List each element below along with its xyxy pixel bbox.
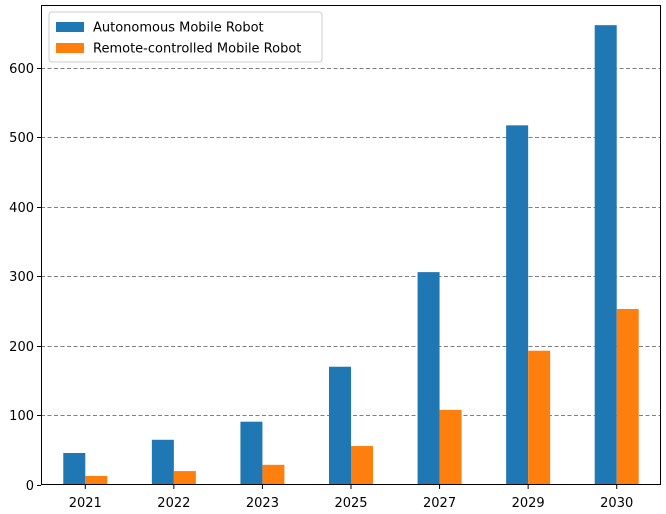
legend-box: [48, 11, 323, 63]
y-tick-label: 100: [9, 409, 34, 424]
legend-swatch: [56, 43, 84, 53]
x-tick-label: 2030: [600, 496, 633, 511]
bar: [594, 25, 617, 485]
bar: [151, 439, 174, 485]
x-tick-label: 2025: [334, 496, 367, 511]
bar: [351, 446, 373, 485]
bar: [262, 464, 285, 485]
legend-swatch: [56, 22, 84, 32]
axes: 2021 2022 2023 2025 2027 2029 2030 0 100 200 300 40…: [9, 5, 661, 511]
bar: [173, 471, 196, 485]
legend: Autonomous Mobile Robot Remote-controlled…: [48, 11, 323, 63]
bar: [329, 366, 351, 485]
x-tick-label: 2021: [69, 496, 102, 511]
bar: [240, 421, 263, 485]
x-tick-label: 2023: [246, 496, 279, 511]
grid-lines: [41, 68, 661, 416]
y-tick-label: 500: [9, 131, 34, 146]
y-tick-label: 400: [9, 201, 34, 216]
x-tick-label: 2029: [512, 496, 545, 511]
y-tick-label: 200: [9, 340, 34, 355]
y-tick-label: 600: [9, 62, 34, 77]
bar: [528, 350, 551, 485]
bar: [506, 125, 529, 485]
y-tick-label: 300: [9, 270, 34, 285]
bar: [85, 475, 108, 485]
bar: [439, 409, 462, 485]
x-tick-label: 2022: [157, 496, 190, 511]
legend-label: Autonomous Mobile Robot: [93, 21, 264, 36]
plot-frame: [41, 5, 661, 485]
bars: [63, 25, 639, 485]
bar: [616, 309, 639, 485]
y-tick-label: 0: [26, 479, 34, 494]
x-tick-label: 2027: [423, 496, 456, 511]
legend-label: Remote-controlled Mobile Robot: [93, 42, 301, 57]
bar: [63, 453, 86, 485]
bar: [417, 272, 440, 485]
